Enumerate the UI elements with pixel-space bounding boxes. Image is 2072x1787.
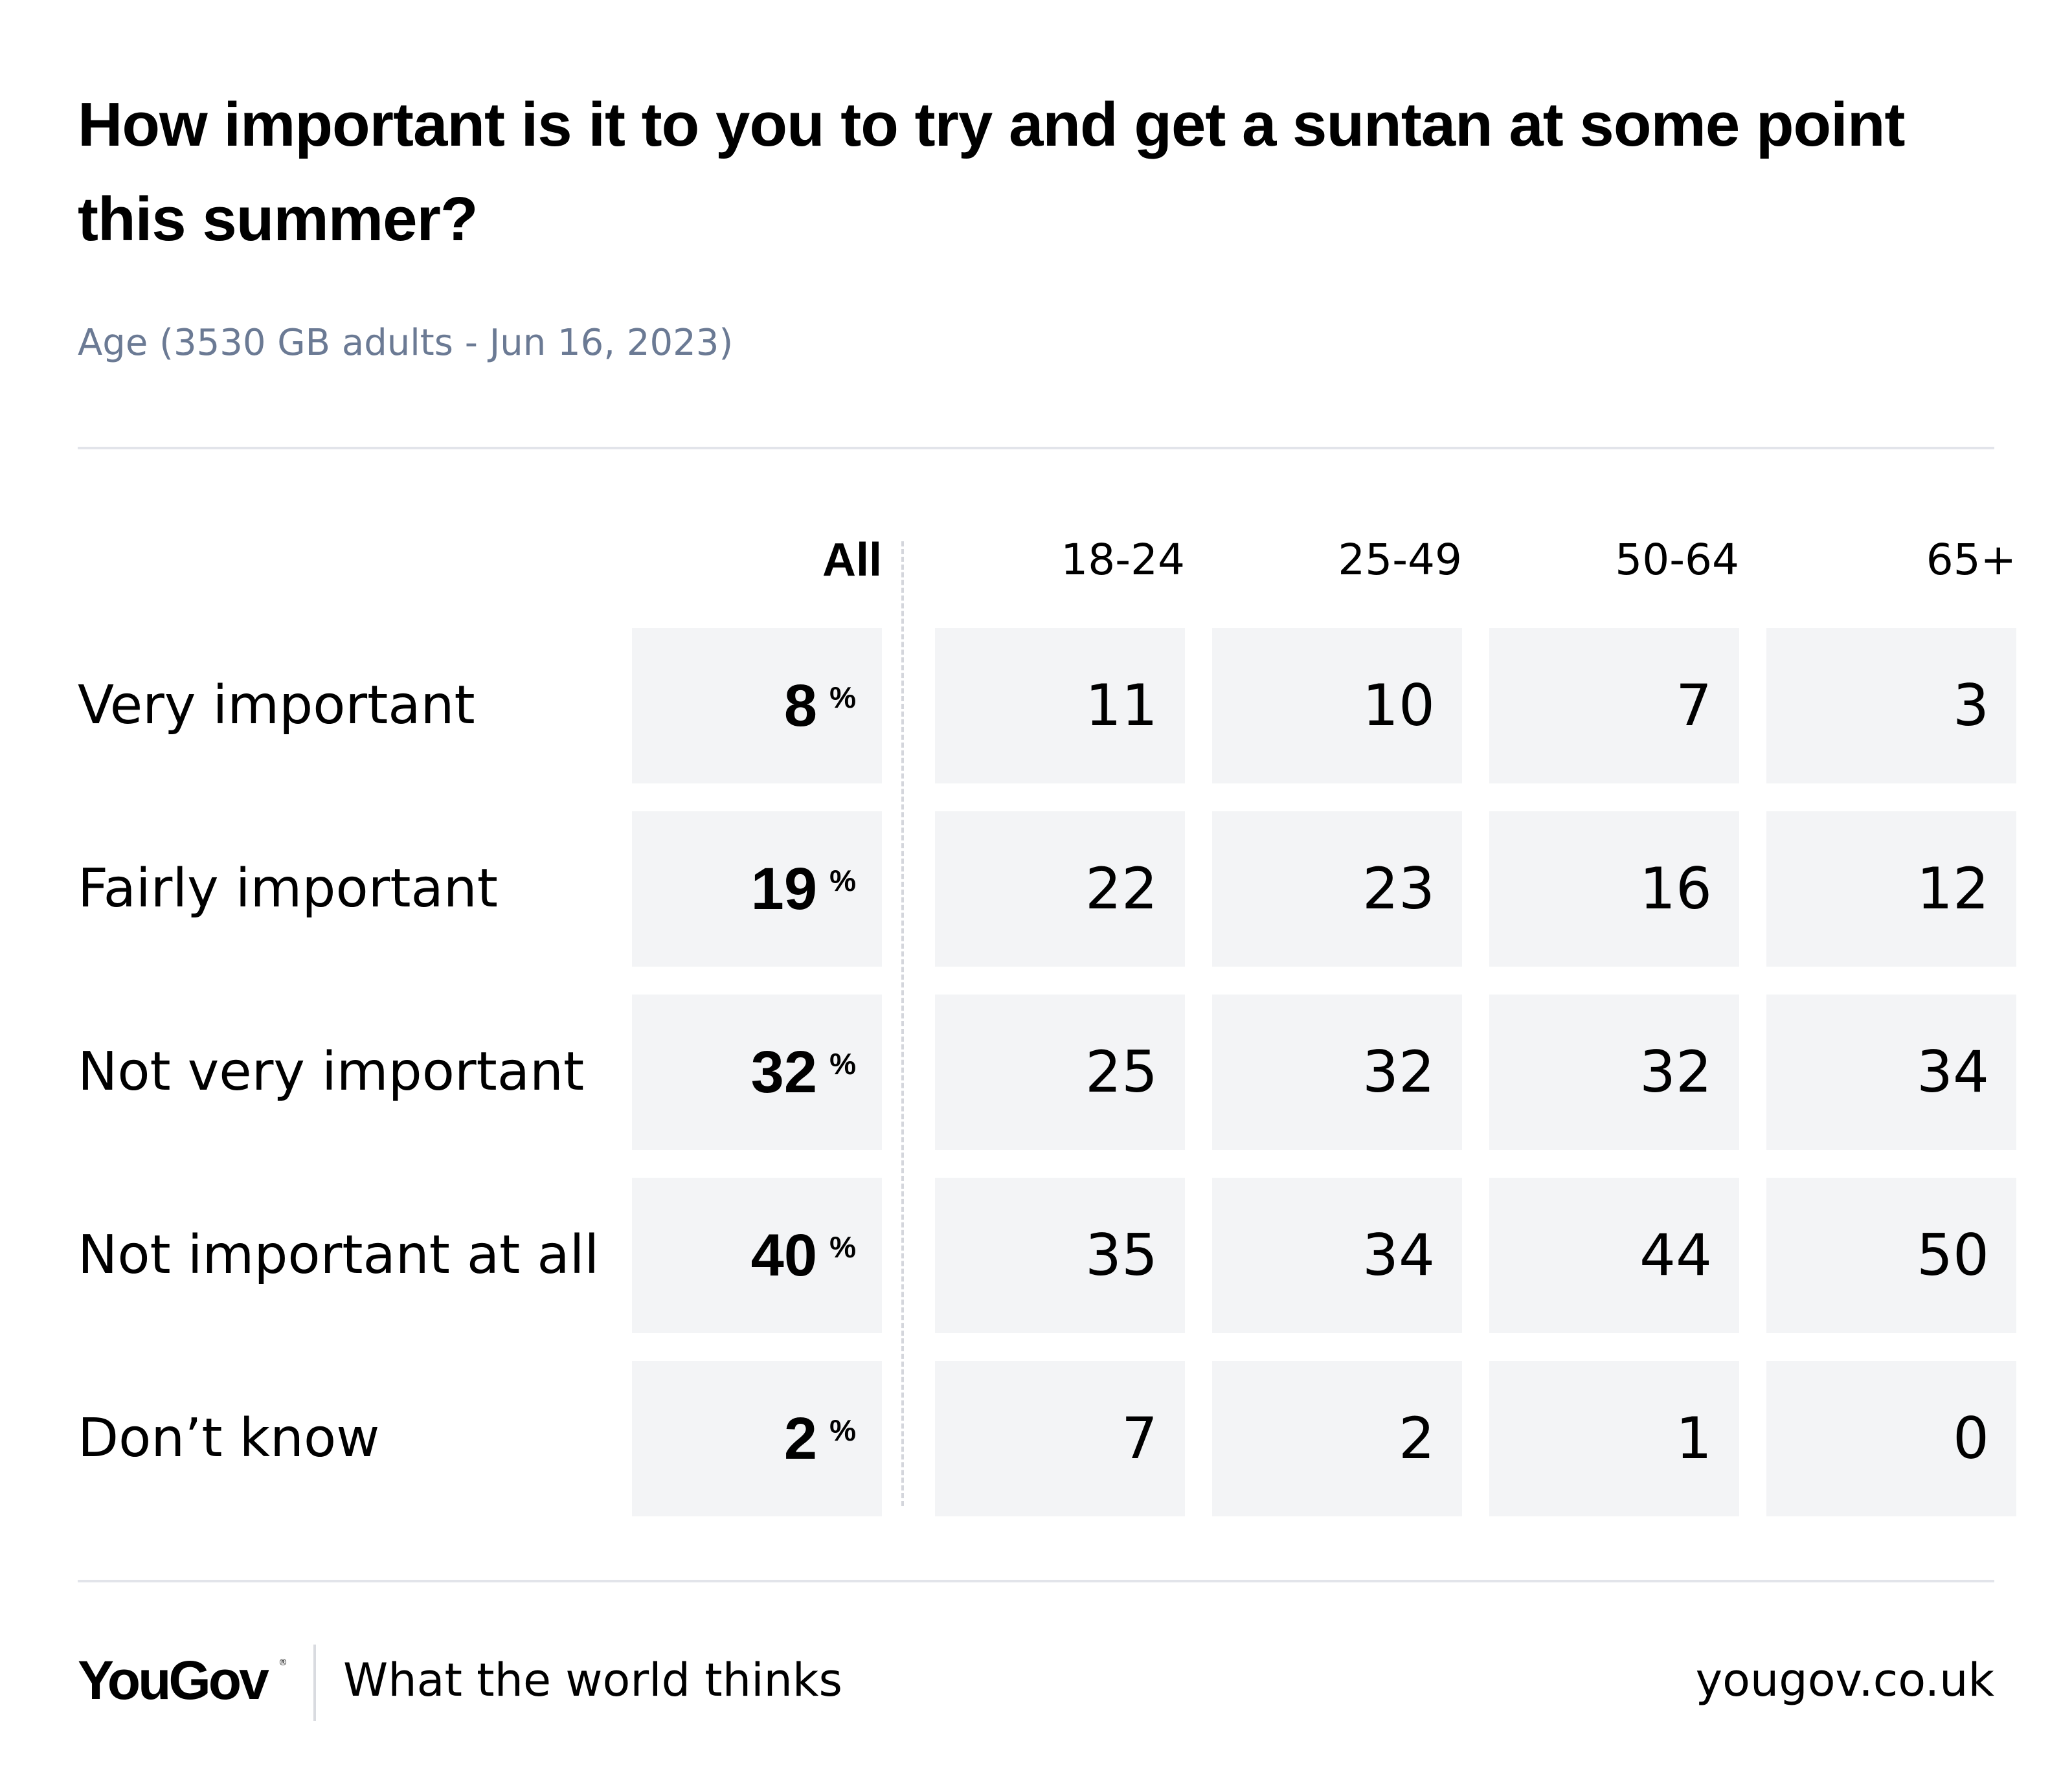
data-label: 16: [1639, 855, 1712, 922]
data-label: 44: [1639, 1222, 1712, 1288]
data-label: 34: [1917, 1039, 1989, 1105]
data-label: 25: [1085, 1039, 1158, 1105]
data-label: 22: [1085, 855, 1158, 922]
value-cell: 3: [1766, 628, 2016, 783]
value-cell: 12: [1766, 811, 2016, 967]
tagline: What the world thinks: [343, 1654, 842, 1707]
value-cell: 1: [1489, 1361, 1739, 1516]
data-label: 1: [1676, 1405, 1712, 1472]
value-cell: 7: [1489, 628, 1739, 783]
data-label: 50: [1917, 1222, 1989, 1288]
row-label: Don’t know: [78, 1408, 380, 1469]
value-cell: 7: [935, 1361, 1185, 1516]
data-label: 2: [783, 1406, 817, 1472]
value-cell: 11: [935, 628, 1185, 783]
yougov-logo: YouGov: [78, 1650, 269, 1711]
data-label: 12: [1917, 855, 1989, 922]
data-label: 40: [750, 1222, 817, 1288]
value-cell: 25: [935, 995, 1185, 1150]
site-link[interactable]: yougov.co.uk: [1695, 1654, 1994, 1707]
registered-mark: ®: [278, 1658, 287, 1668]
column-header: 65+: [1926, 535, 2016, 585]
column-header: All: [822, 534, 882, 586]
data-label: 32: [1362, 1039, 1435, 1105]
value-cell: 2: [1212, 1361, 1462, 1516]
all-column-divider: [901, 541, 904, 1506]
page-title: How important is it to you to try and ge…: [78, 90, 1905, 254]
column-header: 25-49: [1338, 535, 1462, 585]
percent-sign: %: [829, 864, 856, 897]
bottom-divider: [78, 1580, 1994, 1582]
row-label: Not very important: [78, 1041, 585, 1103]
chart-subtitle: Age (3530 GB adults - Jun 16, 2023): [78, 322, 734, 364]
data-label: 0: [1953, 1405, 1989, 1472]
percent-sign: %: [829, 1047, 856, 1081]
value-cell: 0: [1766, 1361, 2016, 1516]
value-cell: 50: [1766, 1178, 2016, 1333]
data-label: 2: [1399, 1405, 1435, 1472]
all-value-cell: 8%: [632, 628, 882, 783]
data-label: 3: [1953, 672, 1989, 739]
value-cell: 22: [935, 811, 1185, 967]
data-label: 7: [1121, 1405, 1158, 1472]
percent-sign: %: [829, 680, 856, 714]
value-cell: 32: [1489, 995, 1739, 1150]
row-label: Fairly important: [78, 858, 498, 919]
all-value-cell: 19%: [632, 811, 882, 967]
value-cell: 34: [1766, 995, 2016, 1150]
value-cell: 44: [1489, 1178, 1739, 1333]
data-label: 35: [1085, 1222, 1158, 1288]
top-divider: [78, 447, 1994, 449]
column-header: 18-24: [1061, 535, 1185, 585]
all-value-cell: 40%: [632, 1178, 882, 1333]
percent-sign: %: [829, 1230, 856, 1264]
column-header: 50-64: [1615, 535, 1739, 585]
value-cell: 32: [1212, 995, 1462, 1150]
row-label: Not important at all: [78, 1224, 600, 1286]
value-cell: 10: [1212, 628, 1462, 783]
data-label: 19: [750, 856, 817, 922]
data-label: 11: [1085, 672, 1158, 739]
data-label: 23: [1362, 855, 1435, 922]
data-label: 32: [750, 1039, 817, 1105]
all-value-cell: 2%: [632, 1361, 882, 1516]
value-cell: 16: [1489, 811, 1739, 967]
data-label: 8: [783, 673, 817, 739]
all-value-cell: 32%: [632, 995, 882, 1150]
percent-sign: %: [829, 1413, 856, 1447]
row-label: Very important: [78, 675, 475, 736]
results-table: All 18-24 25-49 50-64 65+ Very important 8% 11 1…: [78, 534, 2016, 1516]
footer-separator: [313, 1645, 316, 1721]
data-label: 10: [1362, 672, 1435, 739]
data-label: 7: [1676, 672, 1712, 739]
data-label: 34: [1362, 1222, 1435, 1288]
value-cell: 23: [1212, 811, 1462, 967]
value-cell: 35: [935, 1178, 1185, 1333]
data-label: 32: [1639, 1039, 1712, 1105]
value-cell: 34: [1212, 1178, 1462, 1333]
